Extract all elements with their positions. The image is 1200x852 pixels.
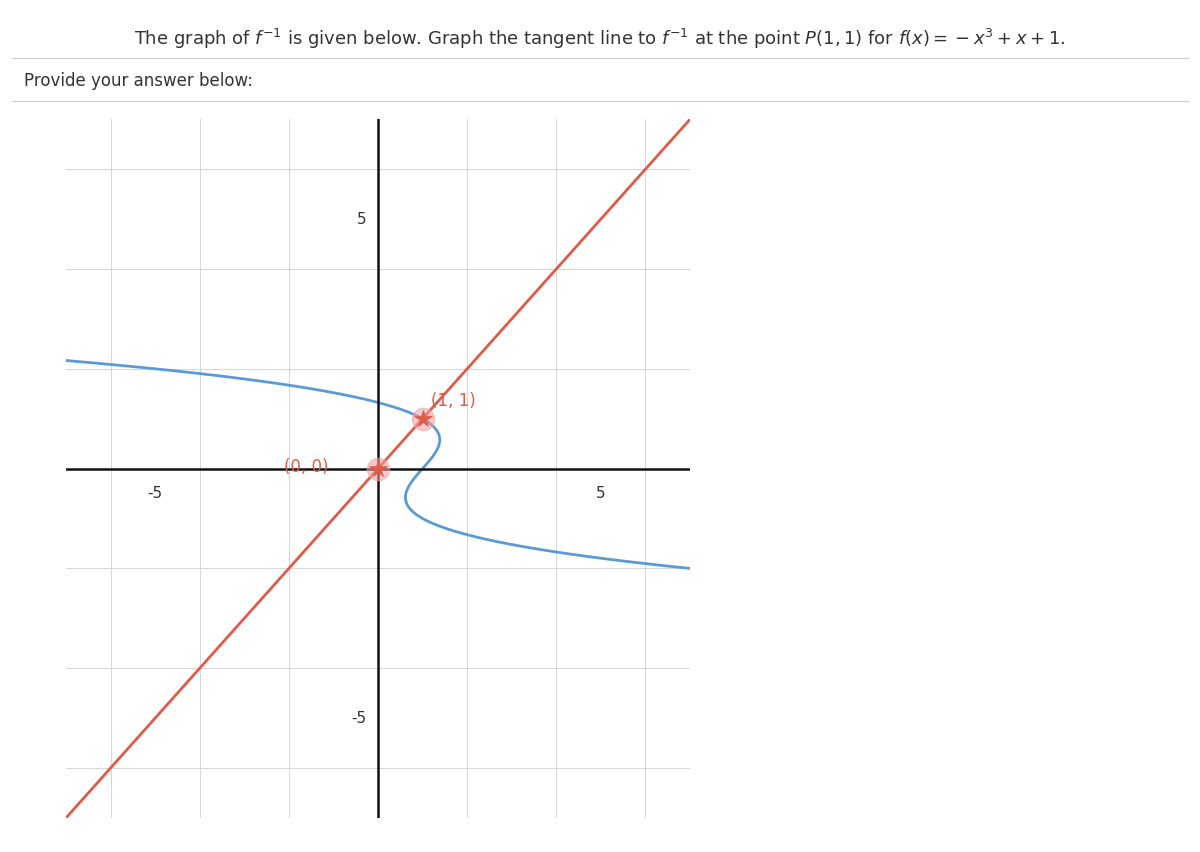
Text: (0, 0): (0, 0) — [284, 458, 329, 476]
Text: 5: 5 — [358, 211, 367, 227]
Text: The graph of $f^{-1}$ is given below. Graph the tangent line to $f^{-1}$ at the : The graph of $f^{-1}$ is given below. Gr… — [134, 27, 1066, 51]
Text: (1, 1): (1, 1) — [431, 392, 475, 410]
Text: -5: -5 — [148, 486, 163, 501]
Text: -5: -5 — [352, 711, 367, 726]
Text: Provide your answer below:: Provide your answer below: — [24, 72, 253, 90]
Text: 5: 5 — [596, 486, 606, 501]
